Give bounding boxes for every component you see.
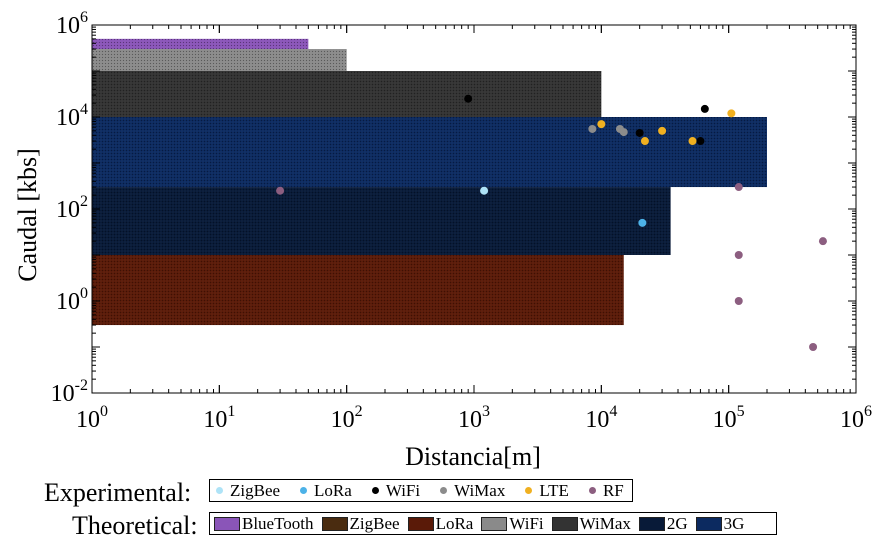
point-rf xyxy=(276,186,285,195)
y-axis-label: Caudal [kbs] xyxy=(13,148,42,282)
legend-swatch xyxy=(481,516,508,531)
point-lte xyxy=(640,137,649,146)
point-lte xyxy=(658,126,667,135)
legend-marker xyxy=(588,487,596,494)
range-texture-bluetooth xyxy=(92,38,309,50)
legend-label: 2G xyxy=(666,513,688,533)
theoretical-legend-box: BlueTooth ZigBee LoRa WiFi WiMax 2G 3G xyxy=(209,512,777,535)
legend-marker xyxy=(440,487,448,494)
point-wifi xyxy=(700,104,709,113)
y-tick-label: 104 xyxy=(56,101,88,131)
legend-entry-3g: 3G xyxy=(692,513,745,534)
legend-entry-bluetooth: BlueTooth xyxy=(210,514,314,534)
legend-swatch xyxy=(551,516,578,531)
x-tick-label: 100 xyxy=(76,403,108,433)
legend-entry-zigbee: ZigBee xyxy=(210,481,280,501)
point-rf xyxy=(734,183,743,192)
point-zigbee xyxy=(480,186,489,195)
point-lora xyxy=(638,218,647,227)
legend-label: BlueTooth xyxy=(242,513,314,533)
legend-marker xyxy=(300,487,308,494)
legend-label: 3G xyxy=(723,513,745,533)
range-texture-wifi xyxy=(92,49,347,71)
point-rf xyxy=(734,297,743,305)
experimental-legend: Experimental: ZigBee LoRa WiFi WiMax LTE RF xyxy=(0,476,881,508)
legend-marker xyxy=(525,487,533,494)
theoretical-legend: Theoretical: BlueTooth ZigBee LoRa WiFi WiMa… xyxy=(0,509,881,541)
legend-marker xyxy=(371,487,379,494)
legend-label: WiMax xyxy=(454,480,506,500)
experimental-points xyxy=(276,94,827,351)
legend-entry-zigbee: ZigBee xyxy=(318,514,400,534)
legend-label: LoRa xyxy=(314,480,352,500)
point-lte xyxy=(597,120,606,129)
legend-swatch xyxy=(695,516,722,531)
legend-entry-lora: LoRa xyxy=(404,513,474,534)
range-texture-lora xyxy=(92,255,624,326)
legend-label: LTE xyxy=(539,480,569,500)
experimental-legend-title: Experimental: xyxy=(44,478,192,507)
point-rf xyxy=(818,237,827,246)
legend-entry-wifi: WiFi xyxy=(477,513,544,534)
legend-label: WiFi xyxy=(509,513,544,533)
legend-label: WiMax xyxy=(579,513,631,533)
point-wifi xyxy=(635,128,644,137)
legend-label: LoRa xyxy=(435,513,474,533)
legend-swatch xyxy=(321,516,348,531)
point-lte xyxy=(727,109,736,118)
legend-label: WiFi xyxy=(385,480,421,500)
x-tick-label: 105 xyxy=(713,403,745,433)
range-texture-wimax xyxy=(92,71,602,117)
legend-entry-2g: 2G xyxy=(635,514,688,534)
legend-entry-lte: LTE xyxy=(519,481,569,501)
x-tick-label: 103 xyxy=(458,403,490,433)
legend-entry-lora: LoRa xyxy=(294,481,352,501)
legend-entry-wimax: WiMax xyxy=(548,514,631,534)
legend-swatch xyxy=(407,516,434,531)
range-texture-3g xyxy=(92,117,767,188)
y-tick-label: 102 xyxy=(56,193,88,223)
theoretical-ranges xyxy=(92,38,767,326)
point-wifi xyxy=(464,94,473,103)
x-axis-label: Distancia[m] xyxy=(405,442,541,471)
x-tick-label: 106 xyxy=(840,403,872,433)
legend-swatch xyxy=(214,516,240,531)
experimental-legend-box: ZigBee LoRa WiFi WiMax LTE RF xyxy=(209,479,633,502)
y-tick-label: 106 xyxy=(56,9,88,39)
y-tick-label: 100 xyxy=(56,285,88,315)
x-tick-label: 101 xyxy=(203,403,235,433)
range-texture-2g xyxy=(92,187,671,255)
point-lte xyxy=(688,137,697,146)
point-rf xyxy=(734,251,743,259)
x-tick-label: 104 xyxy=(585,403,617,433)
point-rf xyxy=(809,343,818,351)
legend-entry-wimax: WiMax xyxy=(434,481,505,501)
point-wimax xyxy=(619,128,628,137)
point-wifi xyxy=(696,137,705,146)
legend-label: ZigBee xyxy=(230,480,281,500)
legend-entry-wifi: WiFi xyxy=(366,481,420,501)
x-tick-label: 102 xyxy=(331,403,363,433)
legend-label: ZigBee xyxy=(349,513,400,533)
theoretical-legend-title: Theoretical: xyxy=(72,511,198,540)
y-tick-label: 10-2 xyxy=(51,377,88,407)
legend-entry-rf: RF xyxy=(583,481,624,501)
legend-marker xyxy=(216,487,223,494)
legend-label: RF xyxy=(602,480,624,500)
legend-swatch xyxy=(638,516,665,531)
point-wimax xyxy=(588,124,597,133)
